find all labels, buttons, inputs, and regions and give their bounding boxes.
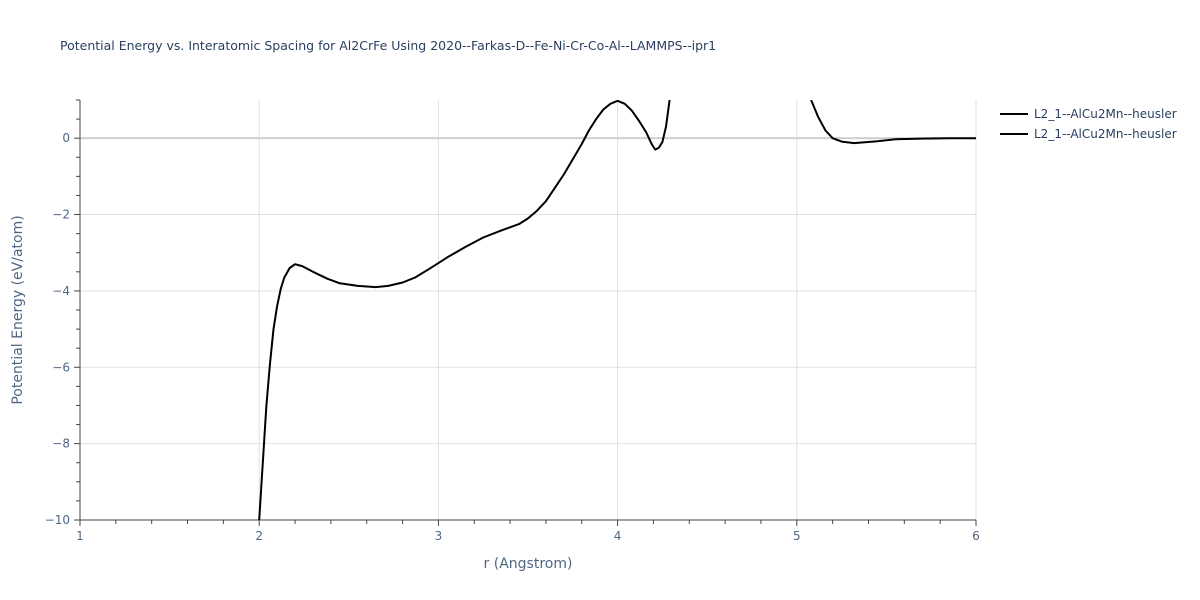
legend-item[interactable]: L2_1--AlCu2Mn--heusler (1000, 127, 1177, 141)
legend-label: L2_1--AlCu2Mn--heusler (1034, 127, 1177, 141)
x-tick-label: 2 (255, 529, 263, 543)
y-tick-label: −10 (45, 513, 70, 527)
y-tick-label: −2 (52, 208, 70, 222)
y-axis-title: Potential Energy (eV/atom) (10, 215, 26, 404)
y-tick-label: −4 (52, 284, 70, 298)
y-tick-label: 0 (62, 131, 70, 145)
x-tick-label: 6 (972, 529, 980, 543)
legend-label: L2_1--AlCu2Mn--heusler (1034, 107, 1177, 121)
series-line (258, 100, 671, 520)
y-tick-label: −8 (52, 437, 70, 451)
series-lines (258, 100, 976, 520)
axes: 1 2 3 4 5 6 0 −2 −4 −6 −8 −10 (45, 99, 980, 543)
legend-item[interactable]: L2_1--AlCu2Mn--heusler (1000, 107, 1177, 121)
x-tick-label: 1 (76, 529, 84, 543)
y-tick-label: −6 (52, 360, 70, 374)
legend[interactable]: L2_1--AlCu2Mn--heusler L2_1--AlCu2Mn--heu… (1000, 107, 1177, 141)
x-tick-label: 4 (614, 529, 622, 543)
grid (80, 100, 977, 520)
x-axis-title: r (Angstrom) (484, 556, 573, 572)
x-tick-label: 5 (793, 529, 801, 543)
chart-title: Potential Energy vs. Interatomic Spacing… (60, 38, 716, 53)
x-tick-label: 3 (435, 529, 443, 543)
series-line (810, 100, 976, 145)
